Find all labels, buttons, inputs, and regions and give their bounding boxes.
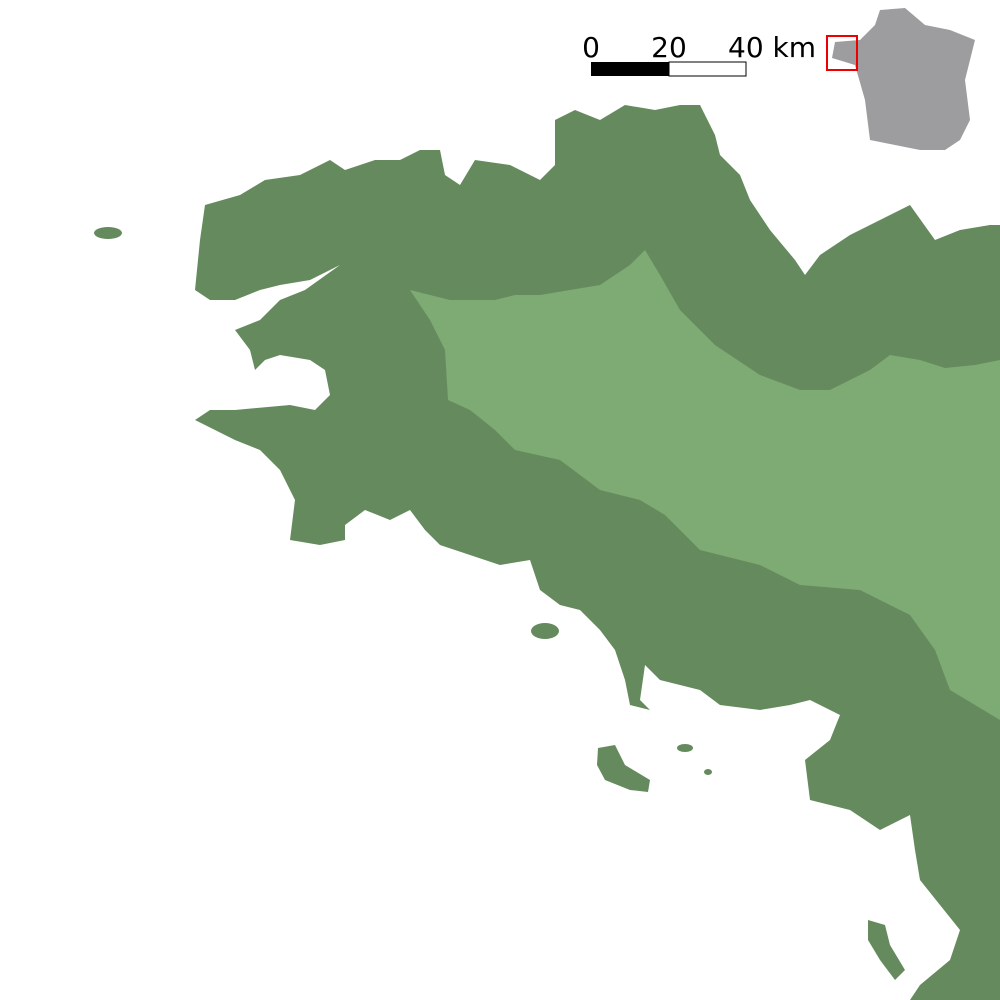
scale-label: 40 km: [728, 31, 816, 64]
inset-frame: [826, 35, 858, 71]
island: [704, 769, 712, 775]
scale-segment: [591, 62, 669, 76]
scale-label: 20: [651, 31, 687, 64]
island: [94, 227, 122, 239]
land: [94, 105, 1000, 1000]
scale-label: 0: [582, 31, 600, 64]
island: [677, 744, 693, 752]
region-inner: [410, 250, 1000, 720]
island: [868, 920, 905, 980]
inset: [826, 8, 975, 150]
inset-france: [832, 8, 975, 150]
island: [597, 745, 650, 792]
scale-segment: [668, 61, 747, 77]
scale-bar: 0 20 40 km: [582, 31, 816, 77]
island: [531, 623, 559, 639]
region-outer: [195, 105, 1000, 1000]
